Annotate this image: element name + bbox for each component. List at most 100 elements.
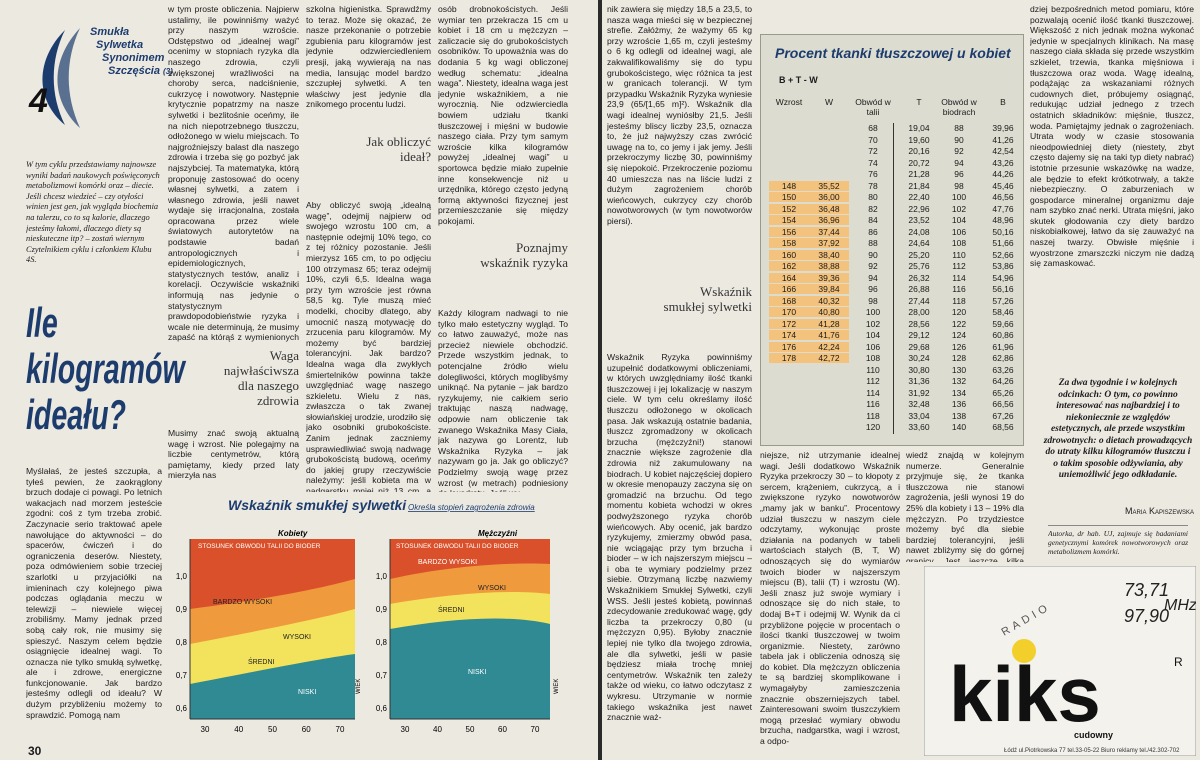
table-cell: 29,68 — [908, 341, 930, 352]
table-cell: 118 — [866, 410, 880, 421]
table-cell: 108 — [951, 238, 967, 248]
x-tick-label: 70 — [336, 725, 345, 734]
table-cell: 160 — [769, 249, 809, 260]
table-cell: 54,96 — [992, 272, 1014, 283]
table-cell: 130 — [951, 364, 967, 375]
table-cell: 134 — [951, 387, 967, 398]
table-cell: 112 — [866, 376, 880, 386]
table-cell: 94 — [954, 157, 964, 168]
table-cell: 88 — [868, 238, 878, 248]
subheading: Poznajmy wskaźnik ryzyka — [480, 240, 568, 270]
table-cell: 38,40 — [809, 249, 849, 260]
radio-ad: RADIO 73,71 97,90 MHz kiks R cudowny Łód… — [924, 566, 1196, 756]
series-line: Synonimem — [102, 52, 165, 64]
table-cell: 25,76 — [908, 261, 930, 271]
body-column: Musimy znać swoją aktualną wagę i wzrost… — [168, 428, 299, 481]
table-cell: 96 — [954, 169, 964, 179]
table-cell: 39,96 — [992, 123, 1014, 133]
table-cell: 72 — [868, 146, 878, 156]
table-cell: 22,40 — [908, 192, 930, 202]
table-cell: 19,60 — [908, 134, 930, 145]
table-formula: B + T - W — [779, 75, 818, 85]
body-column: w tym proste obliczenia. Najpierw ustali… — [168, 4, 299, 344]
table-cell: 74 — [868, 157, 878, 168]
table-cell: 30,80 — [908, 364, 930, 375]
right-page: nik zawiera się między 18,5 a 23,5, to n… — [602, 0, 1200, 760]
table-cell: 53,86 — [992, 261, 1014, 271]
table-cell: 96 — [868, 284, 878, 294]
intro: W tym cyklu przedstawiamy najnowsze wyni… — [26, 160, 160, 265]
table-cell: 88 — [954, 123, 964, 133]
table-cell: 67,26 — [992, 410, 1014, 421]
table-cell: 94 — [868, 272, 878, 283]
headline: Ile kilogramów ideału? — [26, 299, 185, 438]
table-cell: 20,72 — [908, 157, 930, 168]
table-cell: 166 — [769, 284, 809, 294]
table-cell: 106 — [865, 341, 881, 352]
y-tick-label: 0,9 — [176, 605, 188, 614]
panel-label: Kobiety — [278, 529, 308, 538]
table-cell: 104 — [951, 215, 967, 225]
table-cell: 170 — [769, 307, 809, 317]
ad-unit: MHz — [1164, 597, 1196, 614]
x-tick-label: 60 — [498, 725, 507, 734]
table-header: Obwód w biodrach — [941, 97, 977, 117]
ad-frequency: 97,90 — [1124, 606, 1169, 626]
series-line: Szczęścia — [108, 65, 160, 77]
table-cell: 100 — [865, 307, 881, 317]
table-cell: 108 — [865, 353, 881, 363]
subheading: Wskaźnik smukłej sylwetki — [663, 284, 752, 314]
zone-label: ŚREDNI — [248, 657, 275, 666]
table-cell: 116 — [866, 399, 880, 409]
body-column: niejsze, niż utrzymanie idealnej wagi. J… — [760, 450, 900, 747]
ad-name: kiks — [949, 650, 1101, 738]
table-cell: 25,20 — [908, 249, 930, 260]
chart-title: Wskaźnik smukłej sylwetki — [228, 497, 407, 513]
body-column: osób drobnokościstych. Jeśli wymiar ten … — [438, 4, 568, 226]
table-cell: 24,64 — [908, 238, 930, 248]
table-cell: 22,96 — [908, 203, 930, 214]
table-cell: 26,88 — [908, 284, 930, 294]
table-cell: 39,84 — [809, 284, 849, 294]
table-cell: 31,36 — [908, 376, 930, 386]
zone-label: BARDZO WYSOKI — [418, 559, 477, 566]
axis-label: STOSUNEK OBWODU TALII DO BIODER — [396, 543, 519, 550]
x-tick-label: 40 — [234, 725, 243, 734]
table-cell: 68 — [868, 123, 878, 133]
zone-label: NISKI — [298, 689, 316, 696]
panel-women — [189, 539, 355, 720]
subheading: Waga najwłaściwsza dla naszego zdrowia — [223, 348, 299, 408]
table-cell: 40,80 — [809, 307, 849, 317]
table-cell: 122 — [951, 318, 967, 329]
table-cell: 106 — [951, 226, 967, 237]
x-tick-label: 40 — [433, 725, 442, 734]
table-cell: 62,86 — [992, 353, 1014, 363]
table-cell: 36,96 — [809, 215, 849, 225]
table-header: W — [824, 97, 834, 107]
table-cell: 61,96 — [992, 341, 1014, 352]
y-tick-label: 0,8 — [376, 638, 388, 647]
table-cell: 21,84 — [908, 180, 930, 191]
table-cell: 110 — [866, 364, 880, 375]
table-cell: 23,52 — [908, 215, 930, 225]
table-cell: 20,16 — [908, 146, 930, 156]
risk-chart: Wskaźnik smukłej sylwetki Określa stopie… — [176, 497, 560, 734]
table-cell: 132 — [951, 376, 967, 386]
table-cell: 120 — [865, 422, 881, 432]
table-cell: 51,66 — [992, 238, 1014, 248]
series-title: Smukła Sylwetka Synonimem Szczęścia (3) — [90, 26, 173, 78]
table-cell: 102 — [951, 203, 967, 214]
table-cell: 27,44 — [908, 295, 930, 306]
table-cell: 120 — [951, 307, 967, 317]
table-cell: 36,00 — [809, 192, 849, 202]
y-tick-label: 1,0 — [176, 572, 188, 581]
table-cell: 29,12 — [908, 330, 930, 340]
table-cell: 26,32 — [908, 272, 930, 283]
table-cell: 116 — [952, 284, 966, 294]
y-tick-label: 0,6 — [376, 704, 388, 713]
author: Maria Kapiszewska — [1124, 506, 1194, 516]
table-cell: 70 — [868, 134, 878, 145]
table-cell: 46,56 — [992, 192, 1014, 202]
